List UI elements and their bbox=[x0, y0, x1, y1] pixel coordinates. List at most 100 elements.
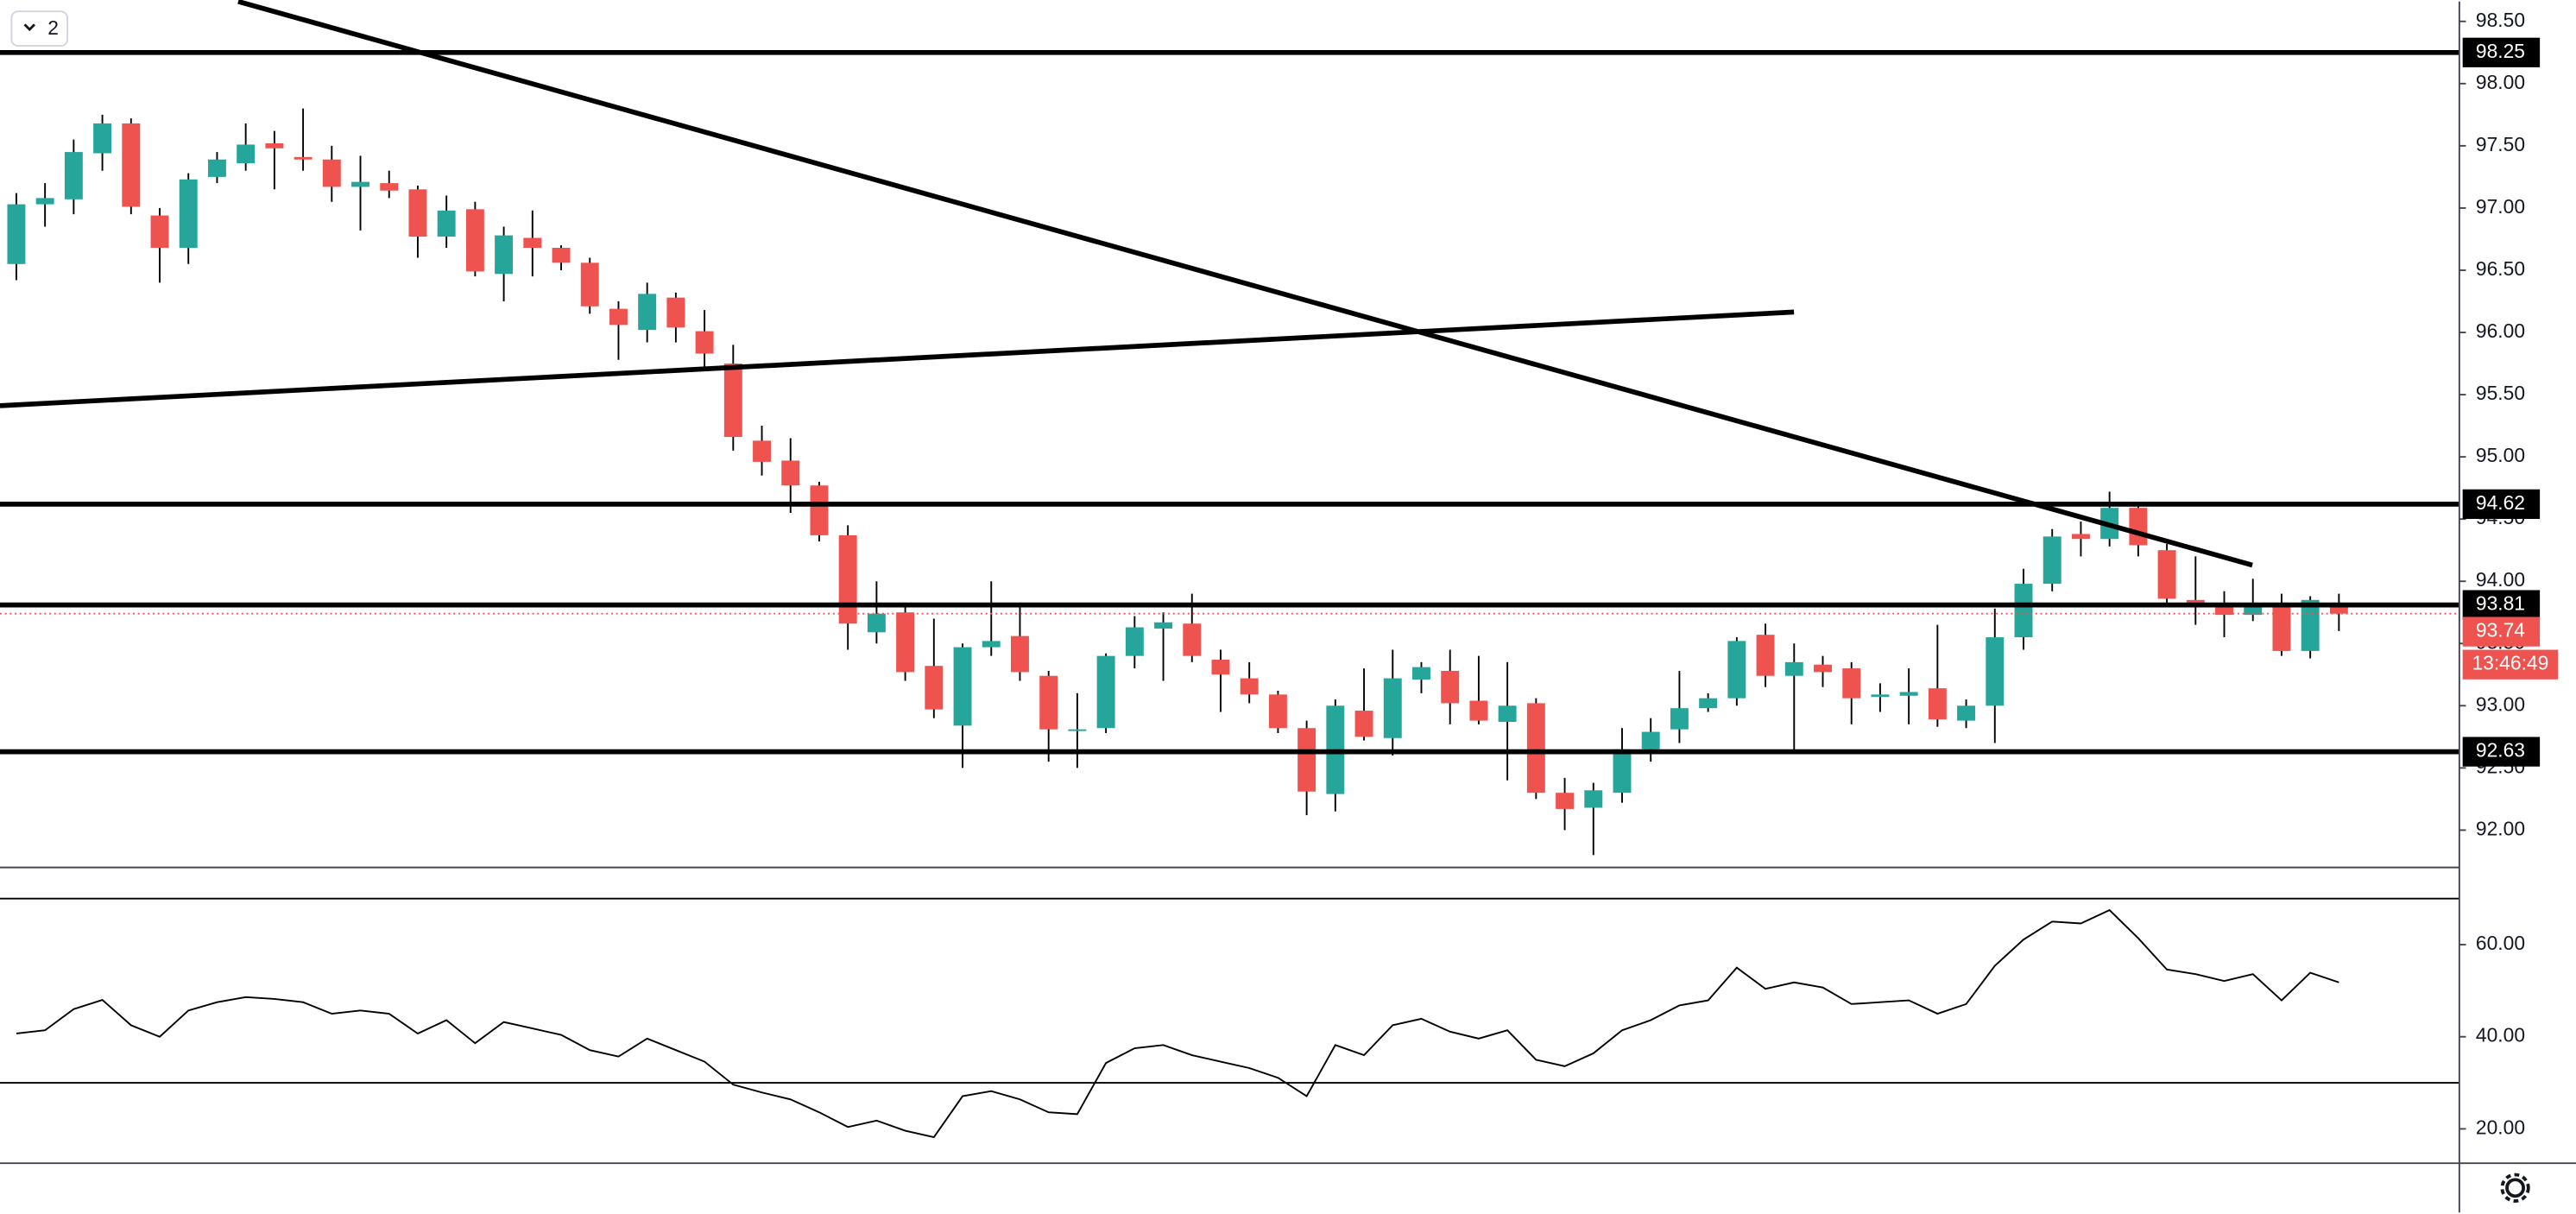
candle-body bbox=[1871, 694, 1890, 698]
level-label-box bbox=[2462, 37, 2541, 67]
level-label-box bbox=[2462, 489, 2541, 520]
candle-body bbox=[1125, 627, 1144, 656]
candle-body bbox=[1899, 692, 1918, 696]
marks bbox=[0, 49, 2459, 1139]
y-tick-label: 96.00 bbox=[2476, 319, 2525, 342]
candle-body bbox=[1556, 793, 1575, 809]
candle-body bbox=[322, 159, 341, 187]
candle-body bbox=[2186, 599, 2205, 605]
candle-body bbox=[380, 183, 399, 191]
candle-body bbox=[1784, 661, 1803, 676]
y-tick-label: 97.50 bbox=[2476, 133, 2525, 155]
y-tick-label: 60.00 bbox=[2476, 932, 2525, 954]
candle-body bbox=[1699, 698, 1718, 709]
candle-body bbox=[838, 534, 857, 624]
candle-body bbox=[1498, 705, 1517, 723]
candle-body bbox=[1412, 667, 1430, 680]
toggle-button[interactable] bbox=[10, 10, 68, 47]
candle-body bbox=[1154, 622, 1173, 629]
candle-body bbox=[1842, 668, 1861, 699]
countdown-box bbox=[2462, 649, 2559, 680]
axis: 92.0092.5093.0093.5094.0094.5095.0095.50… bbox=[2459, 9, 2559, 1138]
candle-body bbox=[2129, 508, 2148, 546]
candle-body bbox=[1383, 678, 1402, 738]
level-label: 93.81 bbox=[2476, 592, 2525, 615]
candle-body bbox=[2014, 584, 2033, 638]
trend-line bbox=[0, 309, 1795, 408]
candle-body bbox=[93, 123, 112, 154]
candle-body bbox=[982, 641, 1001, 648]
candle-body bbox=[294, 156, 313, 160]
y-tick-label: 98.50 bbox=[2476, 9, 2525, 31]
candle-body bbox=[580, 262, 599, 307]
candle-body bbox=[150, 215, 169, 249]
candle-body bbox=[1039, 675, 1058, 730]
candle-body bbox=[1957, 705, 1976, 721]
candle-body bbox=[2301, 599, 2320, 651]
countdown-label: 13:46:49 bbox=[2472, 652, 2548, 674]
candle-body bbox=[1211, 659, 1230, 675]
candle-body bbox=[552, 248, 571, 263]
candle-body bbox=[523, 237, 542, 249]
candle-body bbox=[265, 142, 284, 149]
y-tick-label: 93.00 bbox=[2476, 692, 2525, 715]
candle-body bbox=[1584, 790, 1603, 808]
candle-body bbox=[2071, 534, 2090, 540]
candle-body bbox=[437, 210, 456, 237]
candle-body bbox=[695, 331, 714, 354]
candle-body bbox=[753, 440, 771, 462]
candle-body bbox=[1756, 635, 1775, 676]
candle-body bbox=[638, 294, 657, 331]
candle-body bbox=[179, 179, 198, 249]
level-label: 94.62 bbox=[2476, 491, 2525, 514]
chevron-icon bbox=[23, 23, 35, 32]
last-price-box bbox=[2462, 616, 2541, 647]
candle-body bbox=[867, 613, 886, 633]
candle-body bbox=[925, 666, 944, 710]
candle-body bbox=[810, 485, 829, 535]
y-tick-label: 40.00 bbox=[2476, 1024, 2525, 1046]
candle-body bbox=[1240, 678, 1259, 695]
candle-body bbox=[2244, 606, 2263, 616]
candle-body bbox=[1183, 623, 1202, 656]
candle-body bbox=[1613, 749, 1632, 794]
rsi-line bbox=[16, 908, 2339, 1139]
candle-body bbox=[35, 198, 54, 205]
level-label: 98.25 bbox=[2476, 40, 2525, 62]
y-tick-label: 95.50 bbox=[2476, 382, 2525, 404]
candle-body bbox=[1268, 694, 1287, 729]
legend-toggle[interactable]: 2 bbox=[10, 10, 68, 47]
level-label-box bbox=[2462, 737, 2541, 767]
y-tick-label: 95.00 bbox=[2476, 444, 2525, 466]
y-tick-label: 97.00 bbox=[2476, 195, 2525, 218]
candle-body bbox=[609, 308, 628, 326]
y-tick-label: 94.00 bbox=[2476, 568, 2525, 591]
candle-body bbox=[1670, 708, 1689, 730]
candle-body bbox=[207, 159, 226, 177]
candle-body bbox=[64, 152, 83, 199]
candle-body bbox=[723, 364, 742, 438]
candle-body bbox=[1641, 731, 1660, 749]
candle-body bbox=[2042, 536, 2061, 585]
gear bbox=[2505, 1178, 2526, 1198]
candle-body bbox=[1068, 729, 1087, 731]
candle-body bbox=[351, 181, 369, 187]
candle-body bbox=[1096, 655, 1115, 729]
candle-body bbox=[7, 204, 26, 264]
candle-body bbox=[666, 297, 685, 328]
candle-body bbox=[1011, 635, 1029, 673]
trend-line bbox=[237, 0, 2253, 568]
y-tick-label: 96.50 bbox=[2476, 257, 2525, 280]
candle-body bbox=[465, 209, 484, 272]
level-label: 92.63 bbox=[2476, 739, 2525, 762]
candle-body bbox=[2272, 604, 2291, 651]
candle-body bbox=[896, 612, 915, 673]
candle-body bbox=[1441, 670, 1460, 704]
candle-body bbox=[1928, 688, 1947, 720]
gear-teeth bbox=[2500, 1173, 2530, 1203]
settings-icon[interactable] bbox=[2500, 1173, 2530, 1203]
candle-body bbox=[122, 123, 141, 207]
y-tick-label: 92.00 bbox=[2476, 817, 2525, 839]
